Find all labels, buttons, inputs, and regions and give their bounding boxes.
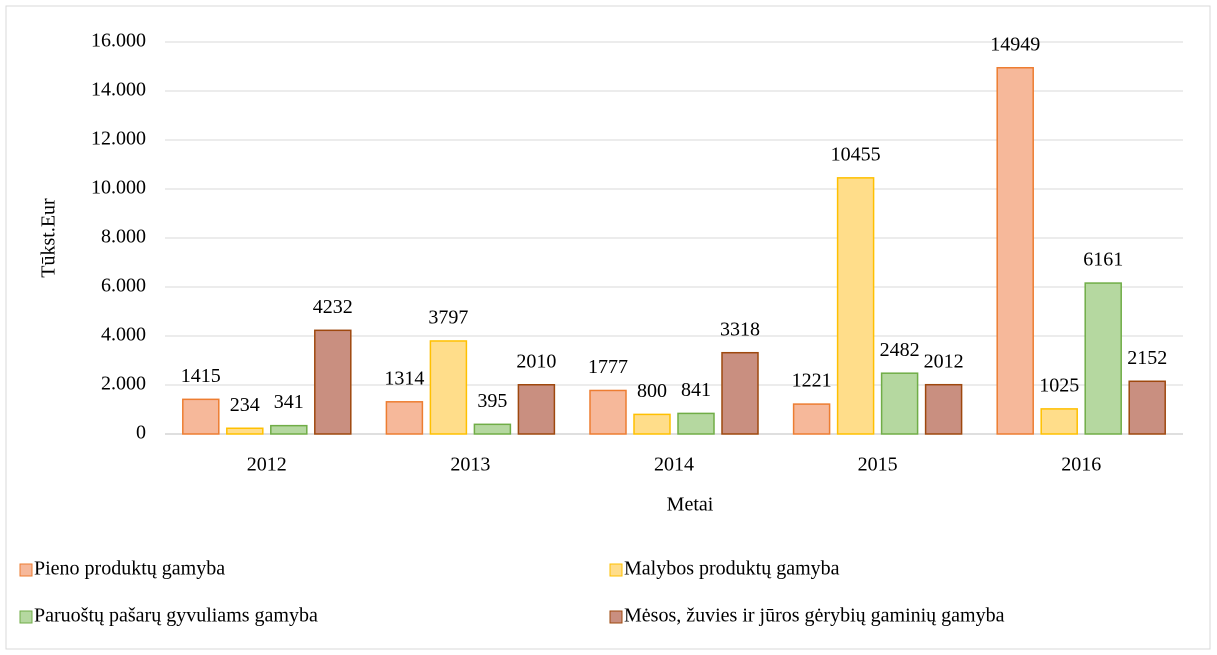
- data-label: 1221: [792, 370, 832, 392]
- data-label: 2010: [516, 350, 556, 372]
- bar: [1128, 380, 1166, 435]
- bar: [270, 424, 308, 435]
- data-label: 14949: [990, 33, 1040, 55]
- legend-swatch: [609, 610, 623, 624]
- data-label: 2152: [1127, 347, 1167, 369]
- bar: [314, 329, 352, 435]
- bar: [633, 413, 671, 435]
- data-label: 1314: [384, 367, 424, 389]
- y-tick-label: 14.000: [91, 79, 146, 101]
- data-label: 841: [681, 379, 711, 401]
- bar: [836, 177, 875, 435]
- data-label: 6161: [1083, 249, 1123, 271]
- bar: [385, 401, 424, 435]
- data-label: 234: [230, 394, 260, 416]
- y-tick-label: 6.000: [101, 275, 146, 297]
- bar: [517, 384, 556, 435]
- x-tick-label: 2013: [450, 454, 490, 476]
- y-tick-label: 16.000: [91, 30, 146, 52]
- bar: [677, 412, 715, 435]
- y-tick-label: 8.000: [101, 226, 146, 248]
- legend-swatch: [609, 563, 623, 577]
- legend-swatch: [19, 563, 33, 577]
- y-tick-label: 4.000: [101, 324, 146, 346]
- data-label: 3797: [428, 307, 468, 329]
- y-tick-label: 2.000: [101, 373, 146, 395]
- x-tick-label: 2014: [654, 454, 694, 476]
- bar: [996, 66, 1034, 435]
- bar: [1040, 408, 1078, 435]
- data-label: 3318: [720, 318, 760, 340]
- bar: [473, 423, 512, 435]
- legend-label: Pieno produktų gamyba: [34, 558, 225, 580]
- bar: [589, 389, 627, 435]
- y-tick-label: 0: [136, 422, 146, 444]
- legend-label: Mėsos, žuvies ir jūros gėrybių gaminių g…: [624, 605, 1005, 627]
- bar: [226, 427, 264, 435]
- bar: [924, 383, 963, 435]
- bar: [721, 351, 759, 435]
- data-label: 10455: [831, 143, 881, 165]
- bar: [182, 398, 220, 435]
- data-label: 1415: [181, 365, 221, 387]
- x-tick-label: 2016: [1061, 454, 1101, 476]
- x-tick-label: 2015: [858, 454, 898, 476]
- bar: [792, 403, 831, 435]
- data-label: 2482: [880, 339, 920, 361]
- y-axis-title: Tūkst.Eur: [38, 198, 60, 278]
- data-label: 4232: [313, 296, 353, 318]
- data-label: 1777: [588, 356, 628, 378]
- y-tick-label: 12.000: [91, 128, 146, 150]
- data-label: 800: [637, 380, 667, 402]
- bar: [1084, 282, 1122, 435]
- y-tick-label: 10.000: [91, 177, 146, 199]
- x-axis-title: Metai: [667, 494, 714, 516]
- x-tick-label: 2012: [247, 454, 287, 476]
- data-label: 341: [274, 391, 304, 413]
- legend-label: Malybos produktų gamyba: [624, 558, 840, 580]
- legend-swatch: [19, 610, 33, 624]
- data-label: 2012: [924, 350, 964, 372]
- bar: [429, 340, 468, 435]
- bar: [880, 372, 919, 435]
- data-label: 395: [477, 390, 507, 412]
- legend-label: Paruoštų pašarų gyvuliams gamyba: [34, 605, 318, 627]
- data-label: 1025: [1039, 374, 1079, 396]
